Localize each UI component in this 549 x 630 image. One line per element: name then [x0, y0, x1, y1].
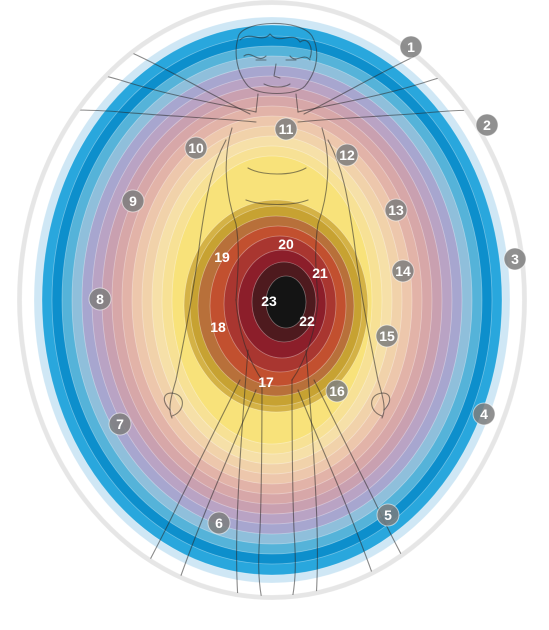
- zone-marker-4: 4: [472, 402, 496, 426]
- zone-marker-badge: [274, 117, 298, 141]
- zone-marker-3: 3: [503, 247, 527, 271]
- zone-marker-label: 11: [279, 121, 294, 137]
- zone-marker-label: 17: [258, 374, 274, 390]
- zone-marker-label: 16: [329, 383, 345, 399]
- zone-marker-badge: [207, 511, 231, 535]
- concentric-color-rings: [16, 0, 528, 601]
- zone-marker-badge: [335, 143, 359, 167]
- zone-marker-8: 8: [88, 287, 112, 311]
- zone-marker-6: 6: [207, 511, 231, 535]
- figure-torso: [225, 127, 329, 301]
- zone-marker-label: 1: [407, 39, 415, 55]
- figure-leg-left: [235, 349, 263, 596]
- zone-marker-badge: [384, 198, 408, 222]
- figure-neck: [255, 93, 299, 113]
- zone-marker-badge: [325, 379, 349, 403]
- zone-marker-5: 5: [376, 503, 400, 527]
- zone-marker-9: 9: [121, 189, 145, 213]
- figure-arm-left-lower: [169, 139, 227, 419]
- zone-marker-badge: [503, 247, 527, 271]
- zone-marker-21: 21: [312, 265, 328, 281]
- figure-hand-right: [371, 392, 391, 417]
- zone-marker-badge: [472, 402, 496, 426]
- zone-marker-label: 21: [312, 265, 328, 281]
- zone-marker-label: 10: [188, 140, 204, 156]
- zone-marker-label: 18: [210, 319, 226, 335]
- zone-marker-label: 9: [129, 193, 137, 209]
- figure-hair: [239, 33, 312, 61]
- zone-marker-badge: [184, 136, 208, 160]
- zone-marker-badge: [88, 287, 112, 311]
- zone-marker-label: 15: [379, 328, 395, 344]
- zone-marker-13: 13: [384, 198, 408, 222]
- figure-head: [235, 22, 318, 94]
- zone-marker-label: 23: [261, 293, 277, 309]
- zone-marker-label: 5: [384, 507, 392, 523]
- figure-hips: [235, 299, 319, 381]
- zone-marker-label: 14: [395, 263, 411, 279]
- zone-marker-label: 2: [483, 117, 491, 133]
- figure-hand-left: [163, 392, 183, 417]
- zone-marker-15: 15: [375, 324, 399, 348]
- figure-face: [255, 59, 297, 88]
- zone-marker-label: 8: [96, 291, 104, 307]
- zone-marker-23: 23: [261, 293, 277, 309]
- zone-marker-badge: [391, 259, 415, 283]
- ring-25: [265, 275, 307, 329]
- zone-marker-label: 4: [480, 406, 488, 422]
- zone-marker-1: 1: [399, 35, 423, 59]
- zone-marker-18: 18: [210, 319, 226, 335]
- zone-marker-badge: [121, 189, 145, 213]
- zone-marker-badge: [376, 503, 400, 527]
- zone-marker-badge: [375, 324, 399, 348]
- zone-marker-badge: [399, 35, 423, 59]
- zone-marker-label: 22: [299, 313, 315, 329]
- zone-marker-label: 7: [116, 416, 124, 432]
- zone-marker-11: 11: [274, 117, 298, 141]
- zone-marker-19: 19: [214, 249, 230, 265]
- zone-marker-22: 22: [299, 313, 315, 329]
- zone-marker-badge: [108, 412, 132, 436]
- zone-marker-label: 6: [215, 515, 223, 531]
- zone-marker-label: 12: [339, 147, 355, 163]
- zone-marker-16: 16: [325, 379, 349, 403]
- figure-leg-right: [291, 349, 319, 596]
- zone-marker-17: 17: [258, 374, 274, 390]
- zone-marker-label: 19: [214, 249, 230, 265]
- figure-arm-right-lower: [327, 139, 385, 419]
- zone-marker-10: 10: [184, 136, 208, 160]
- zone-marker-20: 20: [278, 236, 294, 252]
- zone-marker-14: 14: [391, 259, 415, 283]
- zone-marker-label: 3: [511, 251, 519, 267]
- zone-marker-7: 7: [108, 412, 132, 436]
- zone-marker-12: 12: [335, 143, 359, 167]
- zone-marker-label: 13: [388, 202, 404, 218]
- zone-marker-badge: [475, 113, 499, 137]
- zone-marker-label: 20: [278, 236, 294, 252]
- zone-marker-2: 2: [475, 113, 499, 137]
